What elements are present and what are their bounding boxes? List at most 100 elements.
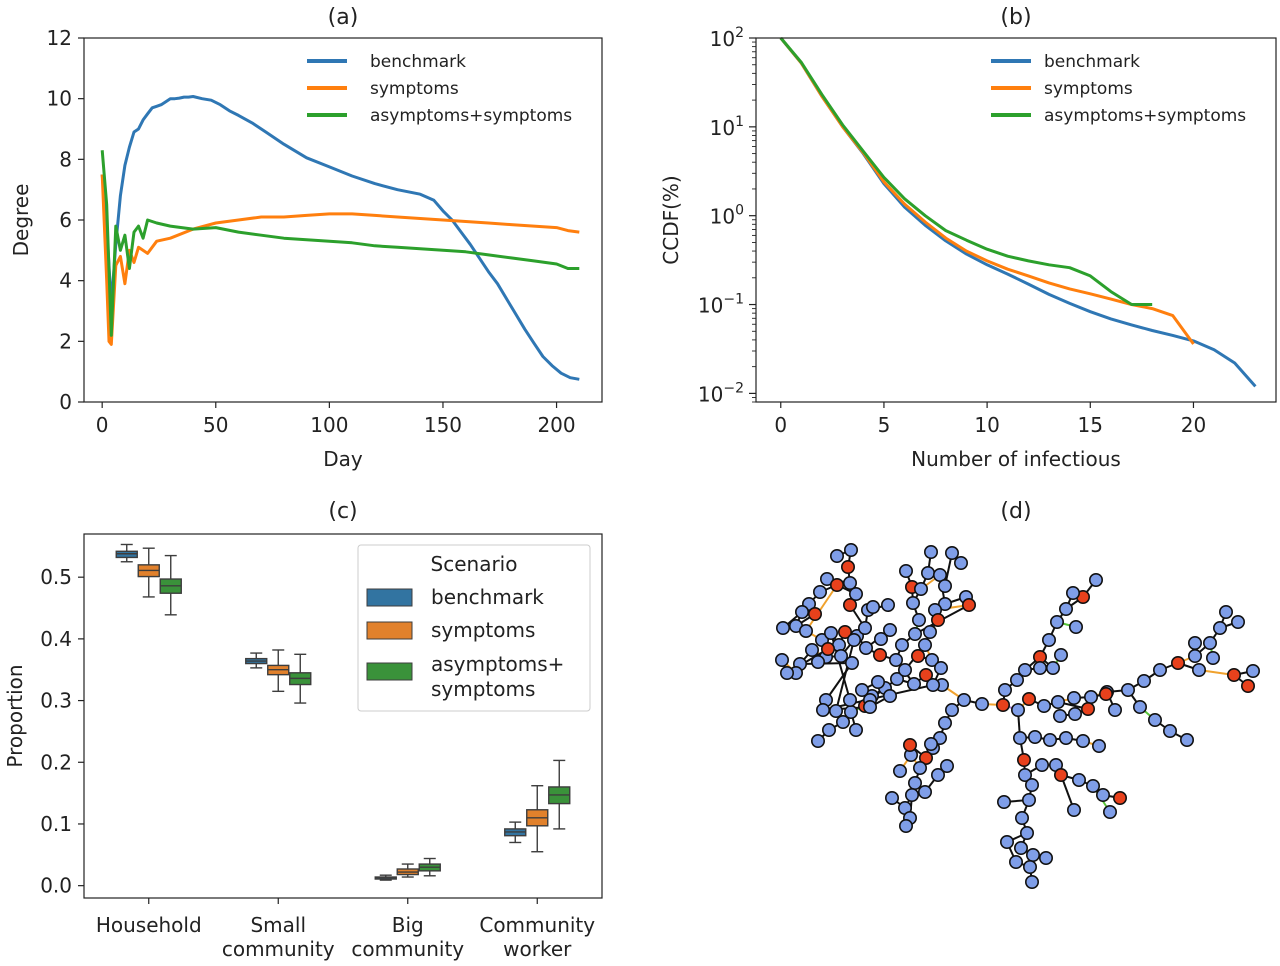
series-line-asymptoms-symptoms	[100, 150, 580, 337]
network-node-susceptible	[907, 626, 922, 641]
network-node-susceptible	[1103, 804, 1118, 819]
network-node-susceptible	[1069, 619, 1084, 634]
network-node-susceptible	[1068, 706, 1083, 721]
network-node-infected	[918, 667, 933, 682]
network-node-susceptible	[1053, 708, 1068, 723]
y-tick-label: 0.3	[40, 689, 72, 713]
x-tick-label: 15	[1078, 413, 1103, 437]
network-node-susceptible	[1019, 825, 1034, 840]
network-node-susceptible	[1059, 730, 1074, 745]
network-node-susceptible	[1025, 874, 1040, 889]
box-0-1	[245, 652, 268, 669]
network-node-susceptible	[823, 625, 838, 640]
network-node-susceptible	[1035, 757, 1050, 772]
x-tick-label: 50	[203, 413, 228, 437]
network-node-infected	[829, 577, 844, 592]
panel-c-ylabel: Proportion	[3, 664, 27, 767]
network-node-susceptible	[997, 682, 1012, 697]
box-2-0	[159, 554, 182, 616]
network-node-susceptible	[1017, 767, 1032, 782]
network-node-susceptible	[944, 702, 959, 717]
network-node-susceptible	[1206, 650, 1221, 665]
network-node-susceptible	[1188, 648, 1203, 663]
network-node-susceptible	[892, 763, 907, 778]
network-node-susceptible	[933, 660, 948, 675]
network-node-susceptible	[905, 595, 920, 610]
network-node-susceptible	[1059, 601, 1074, 616]
network-node-susceptible	[920, 565, 935, 580]
network-node-susceptible	[1153, 662, 1168, 677]
network-node-infected	[872, 647, 887, 662]
network-node-susceptible	[1043, 732, 1058, 747]
network-node-susceptible	[846, 632, 861, 647]
network-node-susceptible	[1096, 787, 1111, 802]
network-node-susceptible	[848, 722, 863, 737]
network-node-susceptible	[1086, 778, 1101, 793]
legend-label: symptoms	[1044, 79, 1133, 99]
network-node-susceptible	[1022, 859, 1037, 874]
network-node-susceptible	[937, 715, 952, 730]
network-node-susceptible	[1051, 694, 1066, 709]
y-tick-label: 2	[59, 329, 72, 353]
network-node-susceptible	[906, 676, 921, 691]
network-nodes	[774, 542, 1261, 889]
network-node-susceptible	[1037, 698, 1052, 713]
network-node-susceptible	[1192, 662, 1207, 677]
network-node-infected	[961, 597, 976, 612]
box-0-3	[504, 821, 527, 844]
network-node-susceptible	[775, 620, 790, 635]
network-node-susceptible	[1231, 614, 1246, 629]
x-tick-label: Big	[392, 913, 424, 937]
box-1-1	[267, 649, 290, 693]
network-node-susceptible	[858, 640, 873, 655]
y-tick-label: 8	[59, 147, 72, 171]
network-node-susceptible	[898, 563, 913, 578]
legend-label: symptoms	[370, 79, 459, 99]
x-tick-label: worker	[503, 937, 572, 961]
network-node-infected	[837, 624, 852, 639]
network-node-susceptible	[815, 702, 830, 717]
network-node-susceptible	[925, 677, 940, 692]
network-node-susceptible	[1133, 699, 1148, 714]
legend-swatch	[366, 621, 413, 640]
box-0-0	[115, 543, 138, 563]
network-node-susceptible	[844, 655, 859, 670]
network-node-susceptible	[843, 542, 858, 557]
y-tick-label: 6	[59, 208, 72, 232]
network-node-susceptible	[1014, 810, 1029, 825]
y-tick-label: 10	[47, 87, 72, 111]
network-node-susceptible	[1067, 802, 1082, 817]
box-1-3	[526, 785, 549, 853]
network-node-susceptible	[798, 623, 813, 638]
network-node-susceptible	[1089, 572, 1104, 587]
network-node-infected	[910, 648, 925, 663]
y-tick-exponent: −2	[723, 380, 744, 396]
network-node-susceptible	[842, 692, 857, 707]
y-tick-label: 0	[59, 390, 72, 414]
network-node-susceptible	[897, 662, 912, 677]
network-node-susceptible	[1067, 690, 1082, 705]
network-node-susceptible	[1084, 689, 1099, 704]
network-node-infected	[902, 737, 917, 752]
y-tick-label: 102	[710, 25, 744, 51]
legend-label: symptoms	[431, 677, 535, 701]
network-node-susceptible	[1188, 635, 1203, 650]
network-node-infected	[840, 559, 855, 574]
network-node-susceptible	[779, 665, 794, 680]
network-node-susceptible	[1010, 702, 1025, 717]
box-2-1	[289, 653, 312, 704]
network-node-susceptible	[1028, 729, 1043, 744]
network-node-susceptible	[1025, 777, 1040, 792]
y-tick-base: 10	[710, 116, 735, 140]
network-node-susceptible	[873, 631, 888, 646]
box-2-3	[548, 759, 571, 830]
network-node-susceptible	[862, 699, 877, 714]
network-node-susceptible	[1046, 660, 1061, 675]
y-tick-label: 10−2	[698, 380, 744, 406]
x-tick-label: 20	[1181, 413, 1206, 437]
network-node-infected	[1099, 686, 1114, 701]
network-node-susceptible	[880, 597, 895, 612]
network-node-susceptible	[1026, 847, 1041, 862]
